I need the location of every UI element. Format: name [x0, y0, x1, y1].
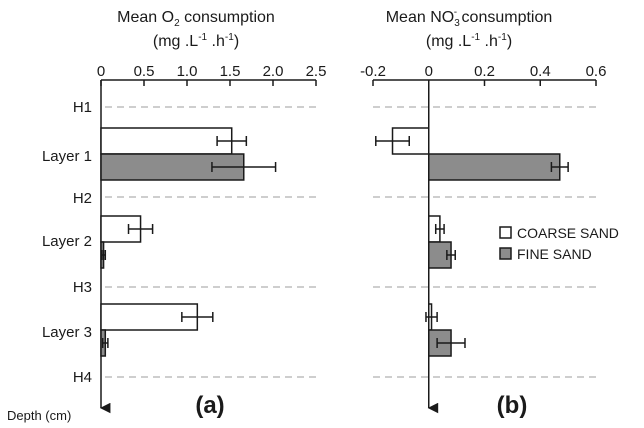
panel-b-units-sup2: -1: [498, 32, 507, 43]
bar-panel-a-coarse-sand-layer-1: [100, 127, 233, 155]
depth-label-h4: H4: [73, 369, 92, 386]
panel-a-label: (a): [195, 392, 224, 419]
panel-a-units-post: ): [234, 33, 239, 50]
panel-a-units: (mg .L-1 .h-1): [153, 32, 239, 50]
panel-b-label: (b): [497, 392, 528, 419]
x-tick-label-panel-b-3: 0.4: [530, 63, 551, 80]
panel-a-title-post: consumption: [180, 9, 275, 26]
x-tick-label-panel-a-2: 1.0: [177, 63, 198, 80]
x-tick-label-panel-a-5: 2.5: [306, 63, 327, 80]
panel-b-title-post: consumption: [457, 9, 552, 26]
legend-label-fine-sand: FINE SAND: [517, 246, 592, 262]
y-axis-label: Depth (cm): [7, 408, 71, 423]
depth-label-h3: H3: [73, 279, 92, 296]
panel-a-units-mid: .h: [207, 33, 225, 50]
x-tick-label-panel-a-1: 0.5: [134, 63, 155, 80]
panel-b-title-pre: Mean NO: [386, 9, 454, 26]
panel-a-title-pre: Mean O: [117, 9, 174, 26]
x-tick-label-panel-b-4: 0.6: [586, 63, 607, 80]
legend-swatch-fine-sand: [499, 247, 512, 260]
legend-swatch-coarse-sand: [499, 226, 512, 239]
legend: COARSE SAND FINE SAND: [499, 225, 619, 262]
panel-b-units-mid: .h: [480, 33, 498, 50]
panel-b-units-pre: (mg .L: [426, 33, 471, 50]
x-tick-label-panel-b-1: 0: [425, 63, 433, 80]
panel-b-units-post: ): [507, 33, 512, 50]
bar-panel-b-fine-sand-layer-1: [428, 153, 561, 181]
category-label-layer-1: Layer 1: [42, 148, 92, 165]
category-label-layer-3: Layer 3: [42, 324, 92, 341]
panel-a-title: Mean O2 consumption: [117, 9, 275, 29]
x-tick-label-panel-b-0: -0.2: [360, 63, 386, 80]
panel-a-units-sup1: -1: [198, 32, 207, 43]
x-tick-label-panel-b-2: 0.2: [474, 63, 495, 80]
panel-a-title-sub: 2: [174, 18, 180, 29]
panel-a-units-pre: (mg .L: [153, 33, 198, 50]
x-tick-label-panel-a-3: 1.5: [220, 63, 241, 80]
x-tick-label-panel-a-0: 0: [97, 63, 105, 80]
panel-b-units: (mg .L-1 .h-1): [426, 32, 512, 50]
depth-label-h2: H2: [73, 190, 92, 207]
panel-a-units-sup2: -1: [225, 32, 234, 43]
x-tick-label-panel-a-4: 2.0: [263, 63, 284, 80]
panel-b-units-sup1: -1: [471, 32, 480, 43]
category-label-layer-2: Layer 2: [42, 233, 92, 250]
panel-b-title-sup: -: [454, 7, 457, 18]
panel-b-title: Mean NO3- consumption: [386, 7, 553, 29]
panel-b-title-sub: 3: [454, 18, 460, 29]
plot-area: 0 0.5 1.0 1.5 2.0 2.5 -0.2 0 0.2 0.4 0.6: [97, 63, 607, 414]
depth-gridlines: [105, 106, 596, 378]
depth-label-h1: H1: [73, 99, 92, 116]
legend-label-coarse-sand: COARSE SAND: [517, 225, 619, 241]
